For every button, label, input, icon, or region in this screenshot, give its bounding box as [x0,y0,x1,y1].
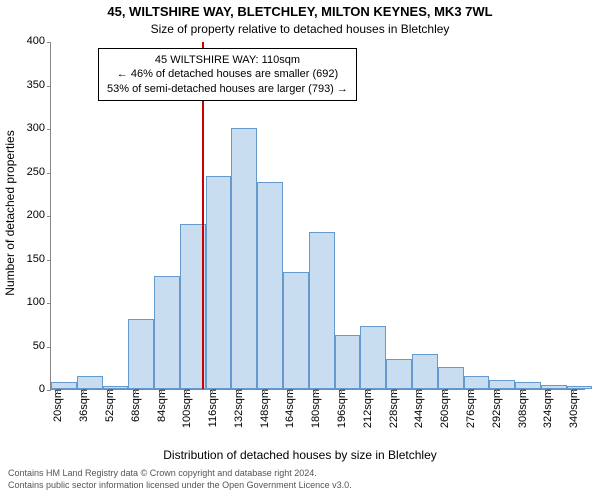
x-tick-mark [341,390,342,394]
footer-line2: Contains public sector information licen… [8,480,352,492]
x-axis-label: Distribution of detached houses by size … [0,448,600,462]
footer-line1: Contains HM Land Registry data © Crown c… [8,468,352,480]
x-tick-label: 180sqm [308,389,322,428]
y-tick-mark [47,86,51,87]
x-tick-mark [573,390,574,394]
x-tick-mark [496,390,497,394]
y-tick-label: 250 [27,166,51,178]
chart-title-line2: Size of property relative to detached ho… [0,22,600,36]
y-tick-label: 100 [27,296,51,308]
y-tick-mark [47,216,51,217]
x-tick-mark [393,390,394,394]
info-box: 45 WILTSHIRE WAY: 110sqm ← 46% of detach… [98,48,357,101]
histogram-bar [154,276,180,389]
histogram-bar [335,335,361,389]
histogram-bar [231,128,257,389]
y-tick-mark [47,42,51,43]
histogram-bar [309,232,335,389]
histogram-bar [515,382,541,389]
histogram-bar [412,354,438,389]
x-tick-mark [470,390,471,394]
y-tick-mark [47,260,51,261]
x-tick-label: 228sqm [386,389,400,428]
y-tick-label: 300 [27,122,51,134]
x-tick-label: 132sqm [231,389,245,428]
x-tick-mark [238,390,239,394]
histogram-bar [128,319,154,389]
x-tick-label: 164sqm [282,389,296,428]
y-tick-mark [47,129,51,130]
x-tick-label: 308sqm [515,389,529,428]
x-tick-label: 260sqm [437,389,451,428]
x-tick-label: 340sqm [566,389,580,428]
x-tick-label: 148sqm [257,389,271,428]
x-tick-mark [186,390,187,394]
info-box-line3: 53% of semi-detached houses are larger (… [107,82,348,96]
x-tick-mark [522,390,523,394]
y-tick-mark [47,347,51,348]
x-tick-label: 244sqm [411,389,425,428]
histogram-bar [257,182,283,389]
x-tick-mark [547,390,548,394]
x-tick-mark [212,390,213,394]
chart-title-line1: 45, WILTSHIRE WAY, BLETCHLEY, MILTON KEY… [0,4,600,19]
histogram-bar [51,382,77,389]
histogram-bar [283,272,309,389]
x-tick-mark [161,390,162,394]
x-tick-mark [418,390,419,394]
y-tick-mark [47,173,51,174]
histogram-bar [541,385,567,389]
x-tick-label: 100sqm [179,389,193,428]
x-tick-label: 116sqm [205,389,219,427]
x-tick-label: 292sqm [489,389,503,428]
x-tick-mark [367,390,368,394]
histogram-bar [77,376,103,389]
y-tick-label: 350 [27,79,51,91]
histogram-bar [567,386,593,389]
histogram-chart: 45, WILTSHIRE WAY, BLETCHLEY, MILTON KEY… [0,0,600,500]
x-tick-mark [109,390,110,394]
y-tick-mark [47,303,51,304]
info-box-line1: 45 WILTSHIRE WAY: 110sqm [107,53,348,67]
histogram-bar [386,359,412,389]
y-tick-label: 400 [27,35,51,47]
histogram-bar [360,326,386,389]
histogram-bar [103,386,129,389]
x-tick-label: 324sqm [540,389,554,428]
x-tick-label: 212sqm [360,389,374,428]
x-tick-mark [57,390,58,394]
x-tick-mark [315,390,316,394]
x-tick-mark [444,390,445,394]
x-tick-mark [264,390,265,394]
footer-attribution: Contains HM Land Registry data © Crown c… [8,468,352,491]
info-box-line2: ← 46% of detached houses are smaller (69… [107,67,348,81]
y-axis-label: Number of detached properties [3,93,17,333]
histogram-bar [206,176,232,389]
y-tick-label: 50 [33,340,51,352]
x-tick-mark [135,390,136,394]
x-tick-mark [289,390,290,394]
histogram-bar [464,376,490,389]
histogram-bar [438,367,464,389]
y-tick-label: 150 [27,253,51,265]
x-tick-label: 276sqm [463,389,477,428]
y-tick-label: 200 [27,209,51,221]
x-tick-label: 196sqm [334,389,348,428]
histogram-bar [489,380,515,389]
x-tick-mark [83,390,84,394]
